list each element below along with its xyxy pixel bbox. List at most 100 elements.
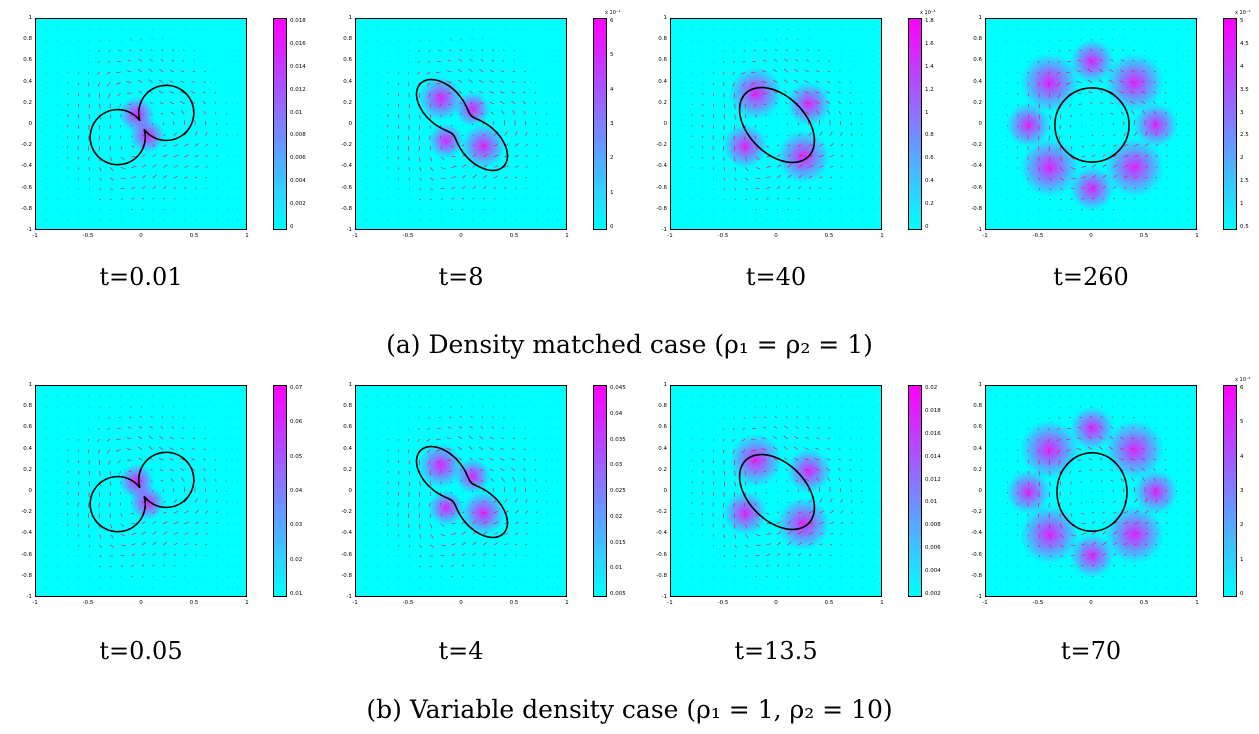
velocity-arrow <box>712 146 714 150</box>
velocity-arrow <box>525 499 528 503</box>
velocity-arrow <box>1133 416 1135 419</box>
velocity-arrow <box>766 512 770 515</box>
velocity-arrow <box>1120 69 1124 73</box>
x-tick-label: -0.5 <box>1032 233 1044 239</box>
velocity-arrow <box>408 449 410 453</box>
velocity-arrow <box>511 458 516 461</box>
velocity-arrow <box>798 186 802 189</box>
velocity-arrow <box>1113 500 1116 503</box>
velocity-arrow <box>755 167 761 170</box>
velocity-arrow <box>419 544 422 548</box>
velocity-arrow <box>1102 154 1106 158</box>
colorbar-tick-label: 0.016 <box>290 40 306 47</box>
x-tick-label: -1 <box>32 600 38 606</box>
velocity-arrow <box>545 469 548 471</box>
velocity-arrow <box>798 564 800 567</box>
y-tick-label: 0 <box>28 488 33 494</box>
velocity-arrow <box>522 468 526 472</box>
velocity-arrow <box>1141 467 1146 472</box>
velocity-arrow <box>829 154 834 158</box>
velocity-arrow <box>546 512 548 514</box>
velocity-arrow <box>805 69 809 73</box>
velocity-arrow <box>158 446 164 450</box>
velocity-arrow <box>216 533 218 535</box>
velocity-arrow <box>1152 91 1156 94</box>
x-tick-label: -0.5 <box>82 233 94 239</box>
velocity-arrow <box>1048 135 1050 141</box>
velocity-arrow <box>1134 131 1138 136</box>
velocity-arrow <box>796 416 799 419</box>
velocity-arrow <box>819 532 824 535</box>
colorbar-tick-label: 6 <box>1240 385 1244 391</box>
velocity-arrow <box>722 513 725 518</box>
velocity-arrow <box>407 71 410 75</box>
velocity-arrow <box>193 60 196 62</box>
velocity-arrow <box>150 469 153 472</box>
velocity-arrow <box>110 188 114 190</box>
interface-contour <box>738 86 816 164</box>
velocity-arrow <box>184 187 187 189</box>
velocity-arrow <box>838 477 841 482</box>
velocity-arrow <box>1166 155 1168 158</box>
velocity-arrow <box>150 480 153 482</box>
velocity-arrow <box>493 564 496 567</box>
velocity-arrow <box>1079 416 1082 419</box>
velocity-arrow <box>819 187 822 189</box>
velocity-arrow <box>430 177 434 181</box>
velocity-arrow <box>793 457 799 461</box>
velocity-arrow <box>152 185 156 189</box>
velocity-arrow <box>163 186 167 189</box>
velocity-arrow <box>787 564 790 567</box>
y-tick-label: 0.4 <box>343 78 352 85</box>
colorbar-tick-label: 3 <box>1240 109 1244 116</box>
velocity-arrow <box>766 209 768 211</box>
velocity-arrow <box>1119 458 1124 461</box>
velocity-arrow <box>766 166 772 168</box>
velocity-arrow <box>797 406 799 408</box>
velocity-arrow <box>77 146 79 150</box>
velocity-arrow <box>744 534 749 539</box>
velocity-arrow <box>160 112 164 115</box>
velocity-arrow <box>1165 511 1168 514</box>
velocity-arrow <box>194 154 199 158</box>
velocity-arrow <box>766 576 768 578</box>
velocity-arrow <box>87 71 90 75</box>
velocity-arrow <box>1057 428 1061 430</box>
time-label: t=13.5 <box>734 637 818 665</box>
velocity-arrow <box>1102 134 1105 136</box>
velocity-arrow <box>205 533 208 535</box>
velocity-arrow <box>787 531 792 535</box>
velocity-arrow <box>829 187 832 189</box>
y-tick-label: 0.2 <box>973 466 982 473</box>
velocity-arrow <box>1087 436 1093 440</box>
colorbar <box>908 385 922 597</box>
velocity-magnitude-spot <box>129 484 166 521</box>
velocity-arrow <box>461 144 465 147</box>
velocity-arrow <box>163 175 168 179</box>
velocity-arrow <box>819 198 821 200</box>
velocity-arrow <box>140 406 143 408</box>
velocity-arrow <box>514 131 518 136</box>
velocity-arrow <box>1089 416 1093 419</box>
y-tick-label: 0.2 <box>658 466 667 473</box>
velocity-arrow <box>457 79 463 83</box>
velocity-arrow <box>776 531 782 535</box>
colorbar-tick-label: 0.014 <box>925 453 941 460</box>
velocity-arrow <box>1059 114 1062 119</box>
velocity-arrow <box>766 554 771 556</box>
velocity-arrow <box>109 156 113 162</box>
velocity-arrow <box>398 470 400 475</box>
velocity-arrow <box>408 534 410 538</box>
velocity-arrow <box>169 468 174 472</box>
velocity-arrow <box>1100 469 1103 472</box>
velocity-arrow <box>493 186 497 189</box>
velocity-arrow <box>1130 447 1135 450</box>
velocity-arrow <box>1028 103 1030 108</box>
velocity-arrow <box>732 438 735 442</box>
colorbar-tick-label: 0 <box>610 224 614 230</box>
velocity-arrow <box>819 510 824 514</box>
velocity-arrow <box>1076 81 1082 83</box>
velocity-arrow <box>829 143 834 147</box>
colorbar <box>1223 385 1237 597</box>
colorbar-tick-label: 1.4 <box>925 63 934 70</box>
